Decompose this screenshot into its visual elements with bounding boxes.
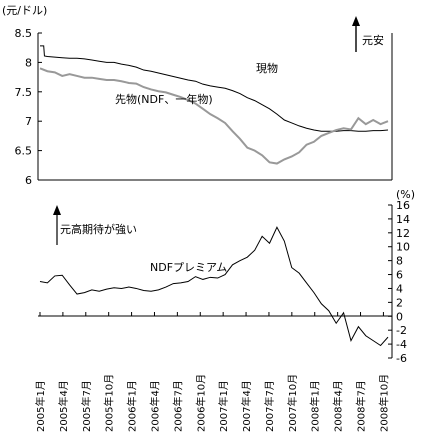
x-tick-label: 2007年7月 xyxy=(263,380,276,432)
x-tick-label: 2005年1月 xyxy=(34,380,47,432)
bottom-y-tick-label: 6 xyxy=(396,269,403,282)
x-tick-label: 2005年7月 xyxy=(80,380,93,432)
bottom-y-tick-label: 14 xyxy=(396,213,410,226)
x-tick-label: 2008年4月 xyxy=(332,380,345,432)
top-y-tick-label: 8.5 xyxy=(15,27,33,40)
x-tick-label: 2008年1月 xyxy=(309,380,322,432)
depreciation-arrowhead xyxy=(352,16,360,26)
x-tick-label: 2005年4月 xyxy=(57,380,70,432)
x-tick-label: 2005年10月 xyxy=(103,374,116,432)
x-tick-label: 2008年7月 xyxy=(355,380,368,432)
x-tick-label: 2008年10月 xyxy=(377,374,390,432)
ndf-premium-line xyxy=(39,226,389,347)
appreciation-arrow-label: 元高期待が強い xyxy=(60,222,137,236)
ndf-series-label: 先物(NDF、一年物) xyxy=(115,92,213,106)
x-tick-label: 2007年10月 xyxy=(286,374,299,432)
x-tick-label: 2006年4月 xyxy=(148,380,161,432)
bottom-y-tick-label: 4 xyxy=(396,282,403,295)
x-tick-label: 2006年7月 xyxy=(171,380,184,432)
spot-vs-ndf-panel: (元/ドル) 8.5 8 7.5 7 6.5 6 元安 現物 先物(NDF、一年物) xyxy=(2,4,393,187)
x-axis-ticks: 2005年1月 2005年4月 2005年7月 2005年10月 2006年1月 2006… xyxy=(34,312,390,432)
spot-rate-line xyxy=(40,45,389,132)
top-y-tick-label: 6 xyxy=(25,174,32,187)
top-series-group xyxy=(39,45,389,165)
bottom-y-tick-label: -6 xyxy=(396,352,407,365)
spot-series-label: 現物 xyxy=(256,61,278,75)
x-tick-label: 2006年1月 xyxy=(126,380,139,432)
bottom-y-tick-label: -2 xyxy=(396,324,407,337)
top-y-tick-label: 7.5 xyxy=(15,86,33,99)
x-tick-label: 2007年4月 xyxy=(240,380,253,432)
bottom-series-group xyxy=(39,226,389,347)
ndf-rate-line xyxy=(39,67,389,165)
top-y-tick-label: 8 xyxy=(25,56,32,69)
bottom-y-tick-label: 16 xyxy=(396,199,410,212)
top-y-tick-label: 7 xyxy=(25,115,32,128)
top-y-ticks: 8.5 8 7.5 7 6.5 6 xyxy=(15,27,42,187)
x-tick-label: 2007年1月 xyxy=(217,380,230,432)
premium-series-label: NDFプレミアム xyxy=(150,261,227,274)
bottom-y-tick-label: 12 xyxy=(396,227,410,240)
depreciation-arrow-label: 元安 xyxy=(362,33,384,47)
top-unit-label: (元/ドル) xyxy=(2,4,47,17)
bottom-y-tick-label: 2 xyxy=(396,296,403,309)
bottom-y-tick-label: 10 xyxy=(396,241,410,254)
top-y-tick-label: 6.5 xyxy=(15,145,33,158)
bottom-unit-label: (%) xyxy=(396,188,415,201)
appreciation-arrowhead xyxy=(53,205,61,215)
x-tick-label: 2006年10月 xyxy=(194,374,207,432)
bottom-y-tick-label: 0 xyxy=(396,310,403,323)
bottom-y-tick-label: 8 xyxy=(396,255,403,268)
bottom-y-tick-label: -4 xyxy=(396,338,407,351)
